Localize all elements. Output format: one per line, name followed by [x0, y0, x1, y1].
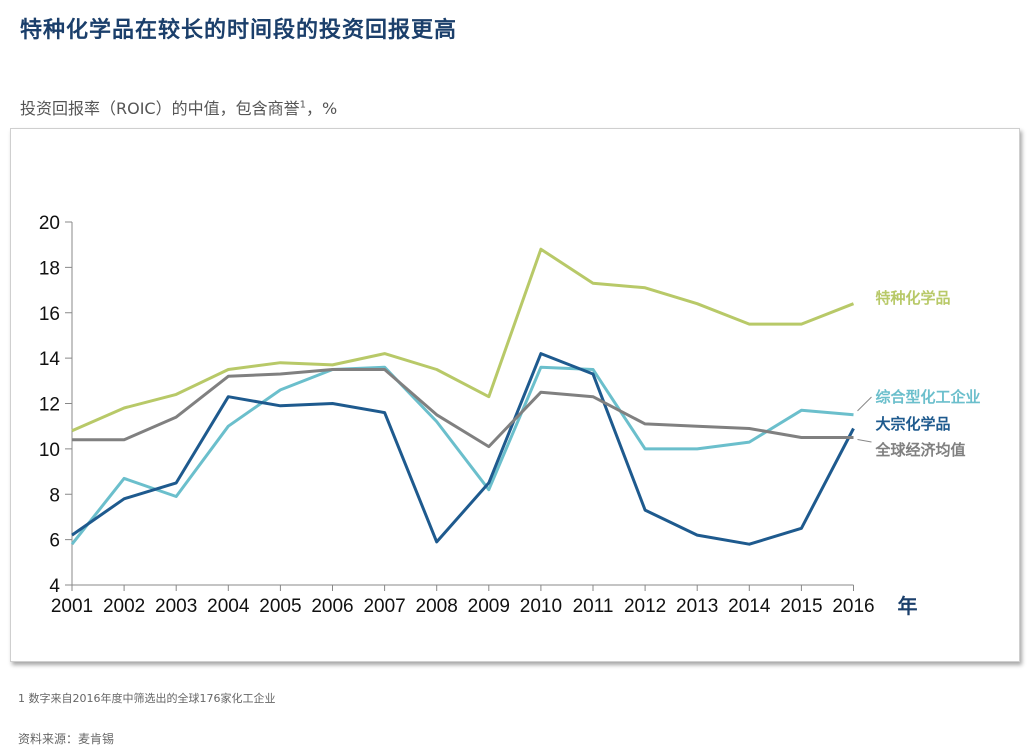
x-tick-label: 2011: [573, 596, 614, 617]
x-tick-label: 2005: [259, 596, 301, 617]
series-line: [71, 352, 855, 546]
series-label: 全球经济均值: [875, 441, 966, 459]
y-tick-label: 4: [49, 576, 60, 597]
x-tick-label: 2010: [520, 596, 562, 617]
y-tick-label: 8: [49, 485, 60, 506]
x-tick-label: 2003: [155, 596, 197, 617]
x-tick-label: 2012: [624, 596, 666, 617]
y-tick-label: 6: [49, 531, 60, 552]
x-tick-label: 2016: [832, 596, 874, 617]
series-line: [71, 247, 855, 433]
y-tick-label: 12: [39, 395, 60, 416]
chart-subtitle: 投资回报率（ROIC）的中值，包含商誉1，%: [20, 95, 337, 119]
chart-panel: 4 6 8 10 12 14 16 18 20 2001 2002 2003 2004 2005 2006 2…: [10, 128, 1020, 662]
x-tick-label: 2008: [416, 596, 458, 617]
x-axis-unit: 年: [898, 594, 918, 618]
source-note: 资料来源：麦肯锡: [18, 732, 115, 746]
subtitle-unit: ，%: [305, 99, 338, 118]
footnote-marker: 1: [299, 99, 306, 111]
line-chart: 4 6 8 10 12 14 16 18 20 2001 2002 2003 2004 2005 2006 2…: [39, 213, 981, 618]
series-line: [72, 368, 854, 449]
x-tick-label: 2015: [780, 596, 822, 617]
x-tick-label: 2007: [363, 596, 405, 617]
y-tick-label: 10: [39, 440, 60, 461]
footnote: 1 数字来自2016年度中筛选出的全球176家化工企业: [18, 692, 276, 705]
x-tick-label: 2001: [51, 596, 93, 617]
x-tick-label: 2009: [468, 596, 510, 617]
x-tick-label: 2006: [311, 596, 353, 617]
y-tick-label: 20: [39, 213, 60, 234]
x-tick-label: 2013: [676, 596, 718, 617]
x-tick-label: 2014: [728, 596, 771, 617]
series-line: [70, 365, 854, 546]
x-tick-label: 2004: [207, 596, 250, 617]
series-leader-line: [857, 396, 872, 412]
x-tick-label: 2002: [103, 596, 145, 617]
series-label: 综合型化工企业: [876, 388, 981, 406]
series-label: 大宗化学品: [876, 415, 951, 433]
subtitle-text: 投资回报率（ROIC）的中值，包含商誉: [20, 99, 300, 118]
y-tick-label: 14: [39, 349, 61, 370]
chart-title: 特种化学品在较长的时间段的投资回报更高: [20, 17, 458, 43]
y-tick-label: 16: [39, 304, 60, 325]
y-tick-label: 18: [39, 258, 60, 279]
series-label: 特种化学品: [876, 289, 951, 307]
series-leader-line: [857, 439, 872, 443]
